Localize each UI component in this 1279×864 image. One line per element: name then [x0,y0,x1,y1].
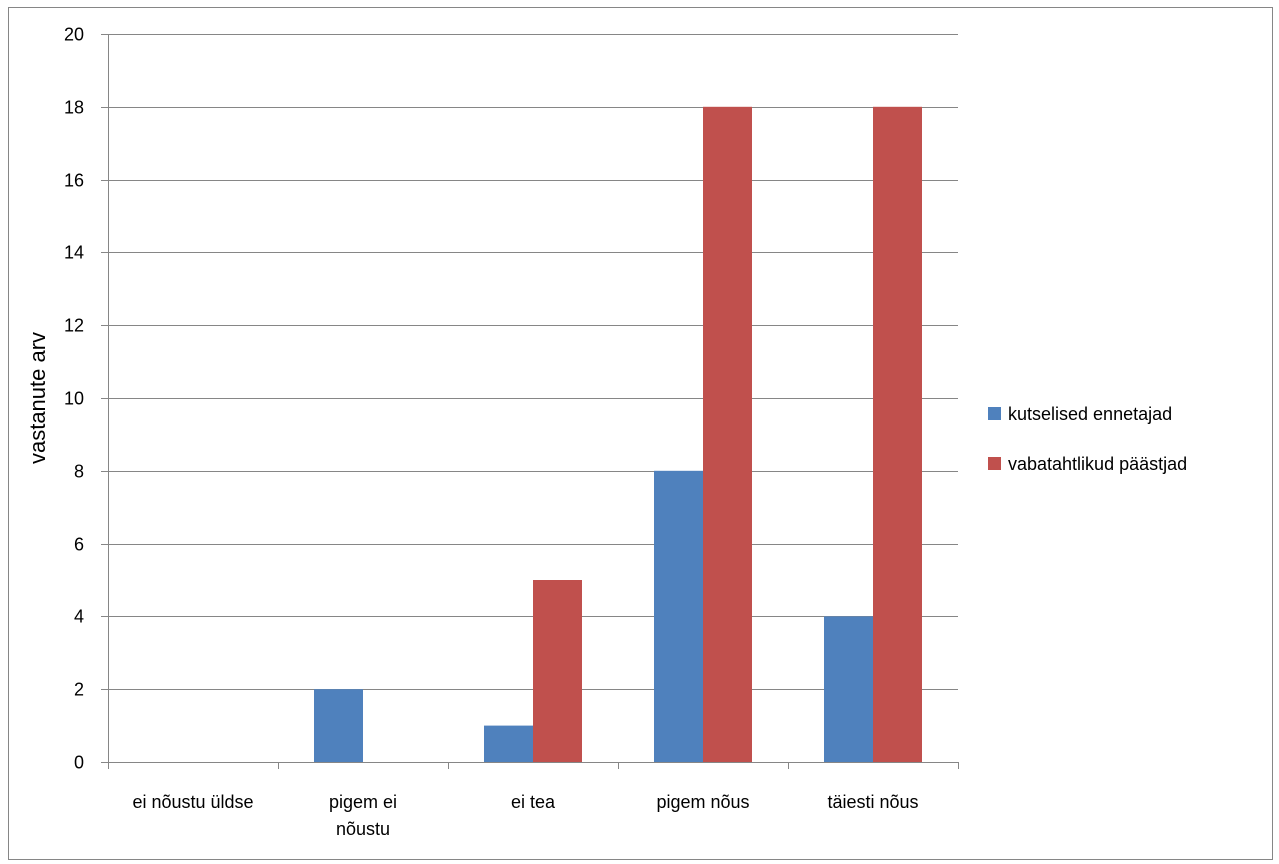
axes [108,34,959,769]
y-tick-label: 6 [74,535,84,555]
x-tick-label-line: täiesti nõus [827,792,918,812]
gridlines [101,34,958,763]
legend-swatch-2 [988,457,1001,470]
x-tick-label: ei nõustu üldse [132,792,253,812]
y-tick-label: 0 [74,753,84,773]
x-tick-label-line: ei nõustu üldse [132,792,253,812]
legend: kutselised ennetajad vabatahtlikud päästj… [988,404,1187,474]
bar-2-4 [703,106,752,763]
x-tick-labels: ei nõustu üldse pigem ei nõustu ei tea pigem… [132,792,918,839]
y-tick-label: 14 [64,243,84,263]
y-axis-title: vastanute arv [25,332,50,464]
y-tick-label: 8 [74,462,84,482]
bar-2-3 [533,580,582,762]
x-tick-label: pigem nõus [656,792,749,812]
x-tick-label-line: pigem nõus [656,792,749,812]
bar-1-3 [484,725,533,762]
y-tick-label: 10 [64,389,84,409]
legend-label-2: vabatahtlikud päästjad [1008,454,1187,474]
bar-2-5 [873,106,922,763]
bar-1-5 [824,616,873,762]
x-tick-label-line: pigem ei [329,792,397,812]
x-tick-label-line: ei tea [511,792,556,812]
y-tick-label: 12 [64,316,84,336]
bars [314,106,922,763]
y-tick-label: 20 [64,25,84,45]
x-tick-label: pigem ei nõustu [329,792,397,839]
y-tick-labels: 0 2 4 6 8 10 12 14 16 18 20 [64,25,84,773]
y-tick-label: 16 [64,171,84,191]
legend-swatch-1 [988,407,1001,420]
y-tick-label: 2 [74,680,84,700]
chart-border [8,7,1273,860]
bar-1-2 [314,689,363,762]
x-tick-label-line: nõustu [336,819,390,839]
y-tick-label: 4 [74,607,84,627]
x-tick-label: täiesti nõus [827,792,918,812]
bar-1-4 [654,470,703,762]
legend-label-1: kutselised ennetajad [1008,404,1172,424]
y-tick-label: 18 [64,98,84,118]
x-tick-label: ei tea [511,792,556,812]
